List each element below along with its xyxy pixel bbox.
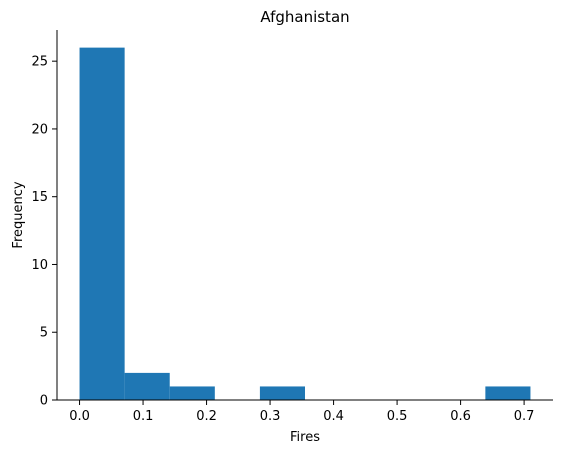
x-tick-label: 0.7: [514, 409, 535, 424]
x-tick-label: 0.2: [196, 409, 217, 424]
x-tick-label: 0.6: [450, 409, 471, 424]
histogram-bar: [169, 386, 215, 400]
y-tick-label: 5: [40, 326, 48, 341]
y-tick-label: 10: [31, 258, 48, 273]
histogram-bar: [124, 372, 170, 400]
y-tick-label: 25: [31, 55, 48, 70]
x-tick-label: 0.1: [133, 409, 154, 424]
y-axis-title: Frequency: [11, 181, 26, 248]
chart-title: Afghanistan: [260, 8, 349, 26]
x-axis-title: Fires: [290, 430, 320, 445]
x-tick-label: 0.4: [323, 409, 344, 424]
histogram-bar: [79, 47, 125, 400]
y-tick-label: 0: [40, 394, 48, 409]
x-tick-label: 0.5: [387, 409, 408, 424]
x-tick-label: 0.0: [69, 409, 90, 424]
y-axis-ticks: 0 5 10 15 20 25: [31, 55, 57, 409]
histogram-bar: [259, 386, 305, 400]
x-tick-label: 0.3: [260, 409, 281, 424]
y-tick-label: 20: [31, 122, 48, 137]
x-axis-ticks: 0.0 0.1 0.2 0.3 0.4 0.5 0.6 0.7: [69, 400, 534, 424]
y-tick-label: 15: [31, 190, 48, 205]
bars-group: [79, 47, 531, 400]
histogram-bar: [485, 386, 531, 400]
